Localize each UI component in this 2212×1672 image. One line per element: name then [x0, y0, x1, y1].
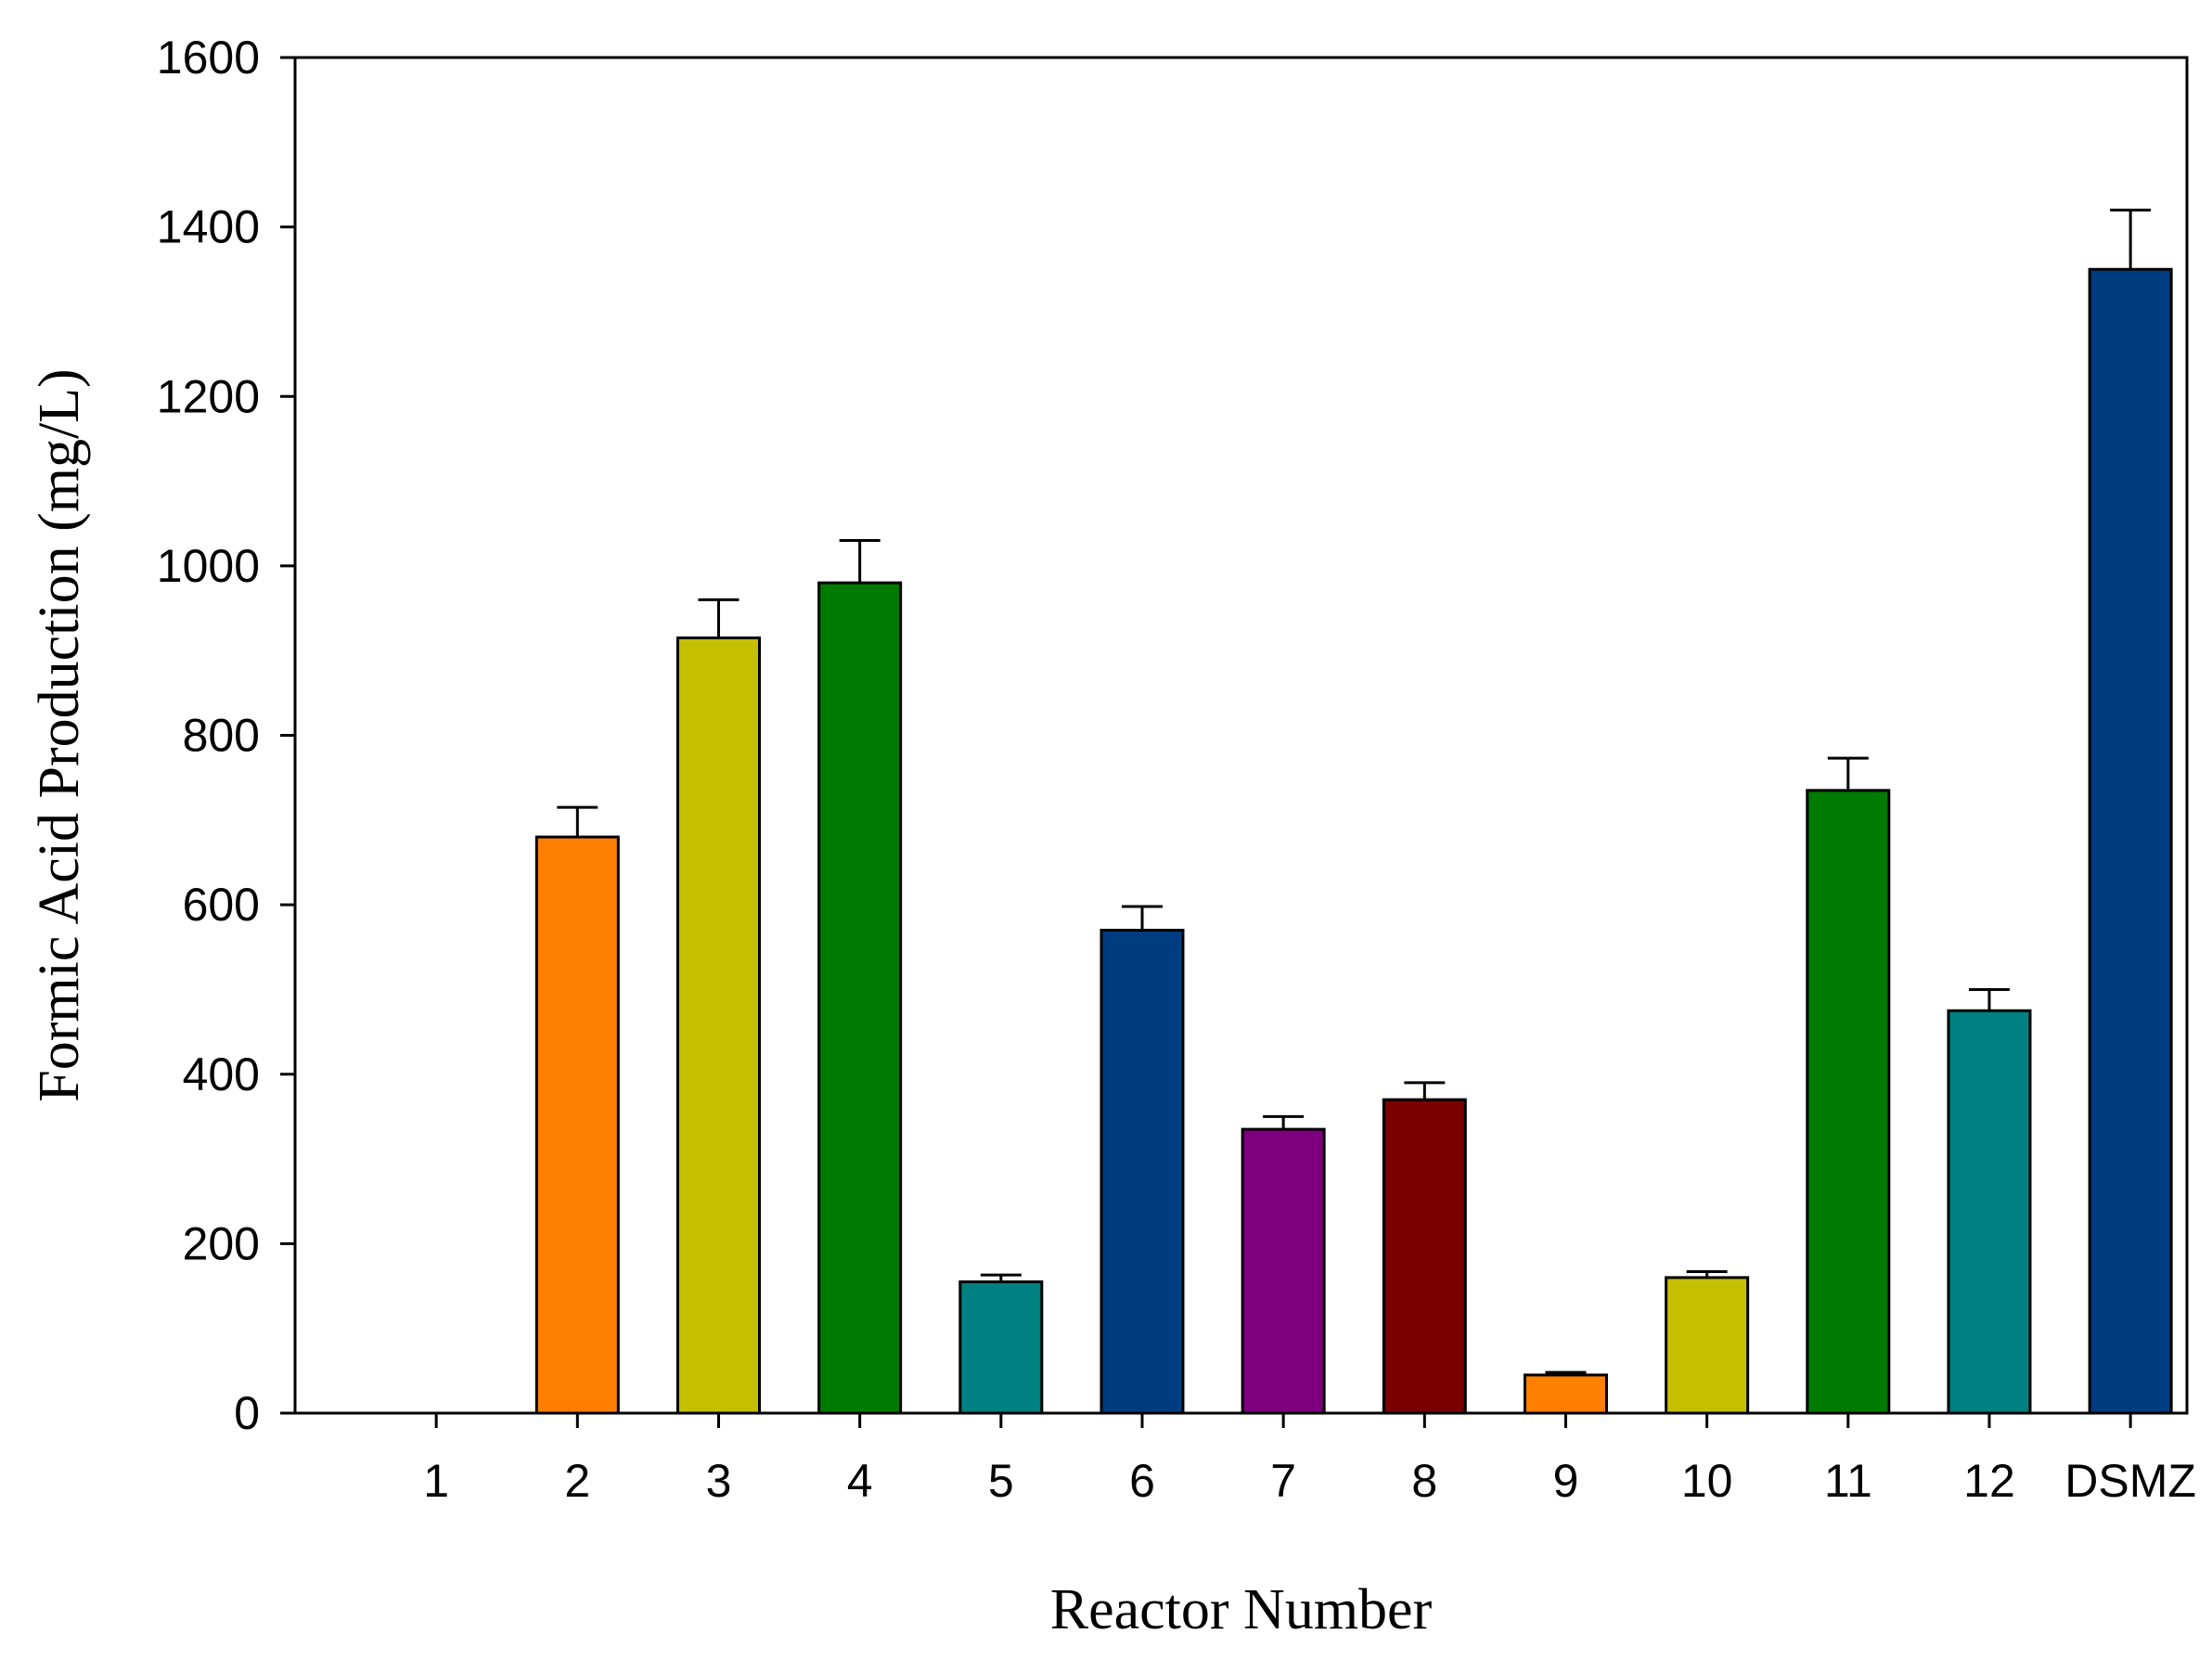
bars-layer: [534, 267, 2173, 1415]
x-axis-ticks: 1 2 3 4 5 6 7 8 9 10 11 12 DSMZ: [423, 1413, 2196, 1507]
y-tick-label-0: 0: [234, 1387, 260, 1439]
x-tick-label-12: 12: [1963, 1455, 2015, 1507]
bar-DSMZ: [2088, 267, 2173, 1415]
bar-7: [1241, 1127, 1326, 1415]
error-bar-8: [1404, 1081, 1446, 1100]
y-tick-label-1600: 1600: [157, 32, 260, 84]
error-bars-layer: [557, 208, 2152, 1375]
y-tick-label-600: 600: [183, 879, 260, 931]
y-tick-label-200: 200: [183, 1217, 260, 1269]
x-axis-title: Reactor Number: [1050, 1578, 1433, 1641]
error-bar-3: [698, 598, 739, 638]
error-bar-6: [1121, 905, 1163, 931]
bar-4: [817, 581, 903, 1415]
bar-2: [534, 835, 620, 1415]
error-bar-9: [1545, 1370, 1587, 1375]
error-bar-5: [980, 1273, 1022, 1282]
error-bar-10: [1686, 1270, 1728, 1278]
x-tick-label-6: 6: [1129, 1455, 1155, 1507]
x-tick-label-4: 4: [847, 1455, 873, 1507]
y-axis-title: Formic Acid Production (mg/L): [28, 368, 91, 1101]
error-bar-4: [839, 538, 881, 584]
y-tick-label-400: 400: [183, 1048, 260, 1100]
x-tick-label-11: 11: [1824, 1455, 1872, 1507]
bar-11: [1806, 789, 1891, 1415]
x-tick-label-9: 9: [1553, 1455, 1579, 1507]
y-tick-label-1000: 1000: [157, 540, 260, 592]
y-tick-label-1200: 1200: [157, 370, 260, 422]
bar-10: [1665, 1276, 1750, 1415]
x-tick-label-DSMZ: DSMZ: [2064, 1455, 2196, 1507]
bar-5: [958, 1280, 1044, 1415]
x-tick-label-1: 1: [423, 1455, 449, 1507]
error-bar-11: [1827, 756, 1869, 791]
bar-9: [1523, 1373, 1608, 1415]
bar-6: [1100, 929, 1185, 1415]
error-bar-12: [1968, 987, 2010, 1011]
error-bar-DSMZ: [2110, 208, 2152, 270]
y-tick-label-1400: 1400: [157, 201, 260, 253]
error-bar-7: [1263, 1114, 1305, 1130]
error-bar-2: [557, 805, 598, 838]
bar-8: [1382, 1098, 1467, 1415]
y-axis-ticks: 0 200 400 600 800 1000 1200 1400 1600: [157, 32, 295, 1439]
bar-12: [1947, 1009, 2032, 1415]
y-tick-label-800: 800: [183, 710, 260, 762]
x-tick-label-2: 2: [564, 1455, 590, 1507]
x-tick-label-7: 7: [1270, 1455, 1296, 1507]
x-tick-label-10: 10: [1681, 1455, 1733, 1507]
x-tick-label-3: 3: [706, 1455, 732, 1507]
x-tick-label-5: 5: [988, 1455, 1014, 1507]
bar-3: [675, 636, 761, 1415]
x-tick-label-8: 8: [1411, 1455, 1437, 1507]
